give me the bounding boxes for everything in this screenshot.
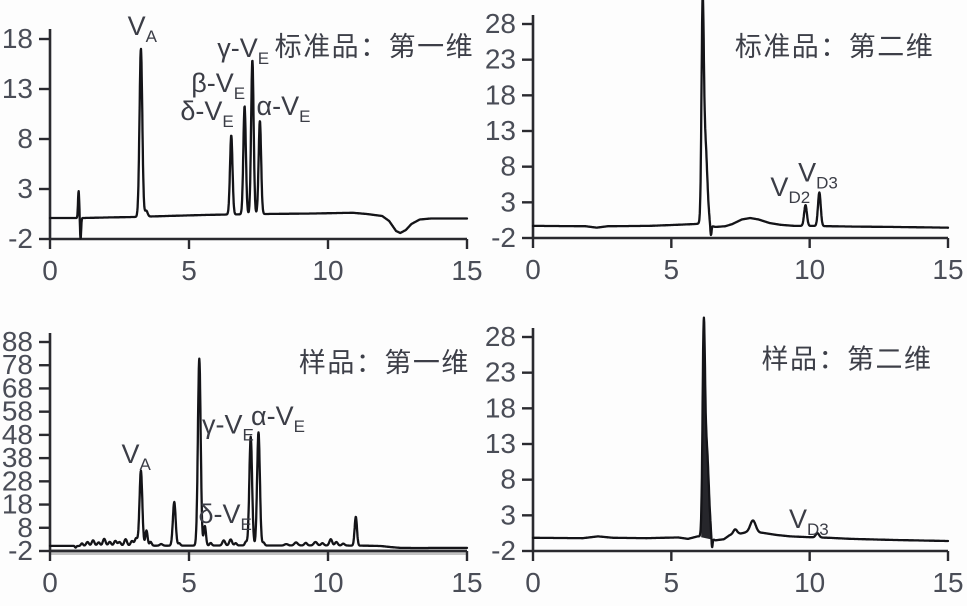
y-tick-label: 28 [2, 465, 33, 496]
y-tick-label: 18 [485, 79, 516, 110]
y-tick-label: -2 [491, 535, 516, 566]
y-tick-label: 58 [2, 396, 33, 427]
y-tick-label: 28 [485, 8, 516, 39]
y-tick-label: -2 [8, 223, 33, 254]
y-tick-label: 13 [485, 115, 516, 146]
y-tick-label: 23 [485, 357, 516, 388]
panel-title: 标准品：第一维 [275, 32, 475, 62]
panel-sample-dim2: 28 23 18 13 8 3 -2 0 5 10 15 VD3 样品：第二维 [485, 316, 964, 598]
panel-title: 样品：第一维 [299, 348, 470, 378]
x-tick-label: 0 [525, 254, 541, 285]
x-tick-label: 15 [451, 255, 482, 286]
y-tick-label: 68 [2, 372, 33, 403]
x-tick-label: 0 [42, 255, 58, 286]
peak-label-VD3: VD3 [789, 504, 829, 539]
x-tick-label: 15 [451, 567, 482, 598]
y-tick-label: 13 [485, 428, 516, 459]
peak-label-gamma-VE: γ-VE [202, 410, 254, 445]
panel-title: 样品：第二维 [762, 344, 933, 374]
x-tick-label: 15 [932, 254, 963, 285]
x-tick-label: 5 [181, 255, 197, 286]
y-tick-label: 48 [2, 419, 33, 450]
panel-title: 标准品：第二维 [735, 32, 935, 62]
y-tick-label: 13 [2, 73, 33, 104]
peak-label-VA: VA [122, 439, 152, 474]
x-tick-label: 0 [42, 567, 58, 598]
y-tick-label: 18 [485, 392, 516, 423]
y-tick-label: 3 [500, 186, 516, 217]
x-tick-label: 10 [794, 567, 825, 598]
x-tick-label: 5 [664, 567, 680, 598]
y-tick-label: 8 [500, 464, 516, 495]
y-tick-label: -2 [8, 535, 33, 566]
y-tick-label: 8 [17, 123, 33, 154]
y-tick-label: 3 [500, 499, 516, 530]
y-tick-label: 18 [2, 23, 33, 54]
peak-label-VD2: VD2 [770, 172, 810, 207]
y-tick-label: 8 [500, 151, 516, 182]
y-tick-label: 78 [2, 349, 33, 380]
y-tick-label: 3 [17, 173, 33, 204]
chromatogram-trace [48, 357, 469, 550]
y-tick-label: 28 [485, 321, 516, 352]
x-tick-label: 10 [312, 255, 343, 286]
peak-label-delta-VE: δ-VE [198, 499, 251, 534]
peak-label-delta-VE: δ-VE [180, 96, 233, 131]
y-tick-label: 18 [2, 489, 33, 520]
peak-label-beta-VE: β-VE [191, 68, 245, 103]
y-tick-label: 88 [2, 326, 33, 357]
y-tick-label: 8 [17, 512, 33, 543]
y-tick-label: 38 [2, 442, 33, 473]
x-tick-label: 15 [932, 567, 963, 598]
y-tick-label: -2 [491, 222, 516, 253]
y-tick-label: 23 [485, 44, 516, 75]
peak-label-alpha-VE: α-VE [257, 91, 311, 126]
x-tick-label: 10 [312, 567, 343, 598]
panel-standard-dim1: 18 13 8 3 -2 0 5 10 15 VA γ-VEβ-VEδ-VE α-VE 标准品：第一维 [2, 11, 483, 286]
x-tick-label: 0 [525, 567, 541, 598]
chromatogram-trace [531, 316, 950, 549]
x-tick-label: 5 [664, 254, 680, 285]
chromatogram-trace [48, 47, 469, 240]
chromatogram-trace [531, 0, 950, 237]
peak-label-alpha-VE: α-VE [251, 401, 305, 436]
x-tick-label: 10 [794, 254, 825, 285]
x-tick-label: 5 [181, 567, 197, 598]
peak-label-gamma-VE: γ-VE [217, 33, 269, 68]
peak-label-VA: VA [128, 11, 158, 46]
peak-label-VD3: VD3 [798, 158, 838, 193]
